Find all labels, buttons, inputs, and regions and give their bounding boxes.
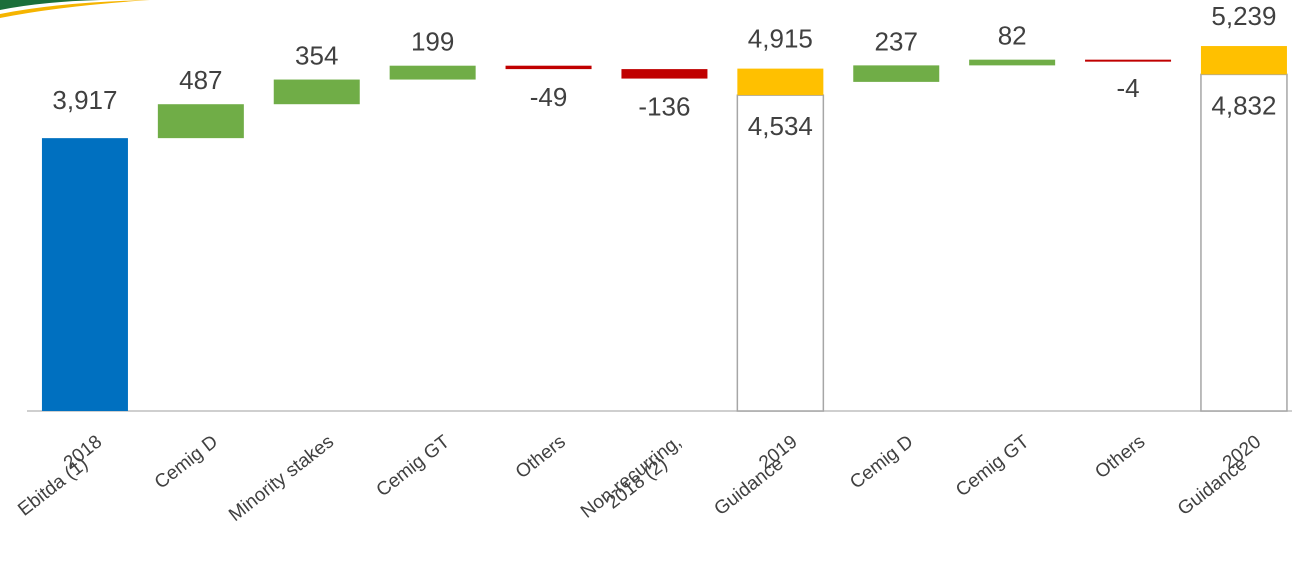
range-label: 4,832 [1211,90,1276,120]
value-label: 3,917 [52,85,117,115]
logo-swoosh [0,0,150,18]
guidance-range [1200,46,1287,75]
total-bar [41,138,128,411]
step-bar [389,65,476,80]
value-label: 487 [179,65,222,95]
x-tick-label: Others [1091,431,1149,483]
step-bar [273,79,360,105]
step-bar [157,104,244,139]
x-tick-label: Ebitda (1) [14,453,92,520]
value-label: -4 [1116,73,1139,103]
x-tick-label: Cemig D [846,431,917,493]
value-label: -136 [638,91,690,121]
x-tick-label: Cemig D [151,431,222,493]
x-tick-label: Minority stakes [225,431,338,526]
x-tick-label: Cemig GT [952,431,1033,501]
guidance-base [736,94,825,412]
guidance-base [1200,73,1288,412]
value-label: -49 [530,82,568,112]
step-bar [505,65,592,70]
step-bar [621,69,708,79]
value-label: 199 [411,27,454,57]
range-label: 4,534 [748,111,813,141]
logo-swoosh [0,0,150,10]
step-bar [1085,59,1172,62]
range-label: 5,239 [1211,1,1276,31]
guidance-range [737,68,824,96]
x-tick-label: Guidance [1174,453,1251,520]
value-label: 82 [998,21,1027,51]
value-label: 354 [295,40,338,70]
x-tick-label: Others [512,431,570,483]
range-label: 4,915 [748,23,813,53]
x-tick-label: Guidance [710,453,787,520]
step-bar [853,65,940,82]
step-bar [969,59,1056,66]
value-label: 237 [875,26,918,56]
x-tick-label: Cemig GT [373,431,454,501]
